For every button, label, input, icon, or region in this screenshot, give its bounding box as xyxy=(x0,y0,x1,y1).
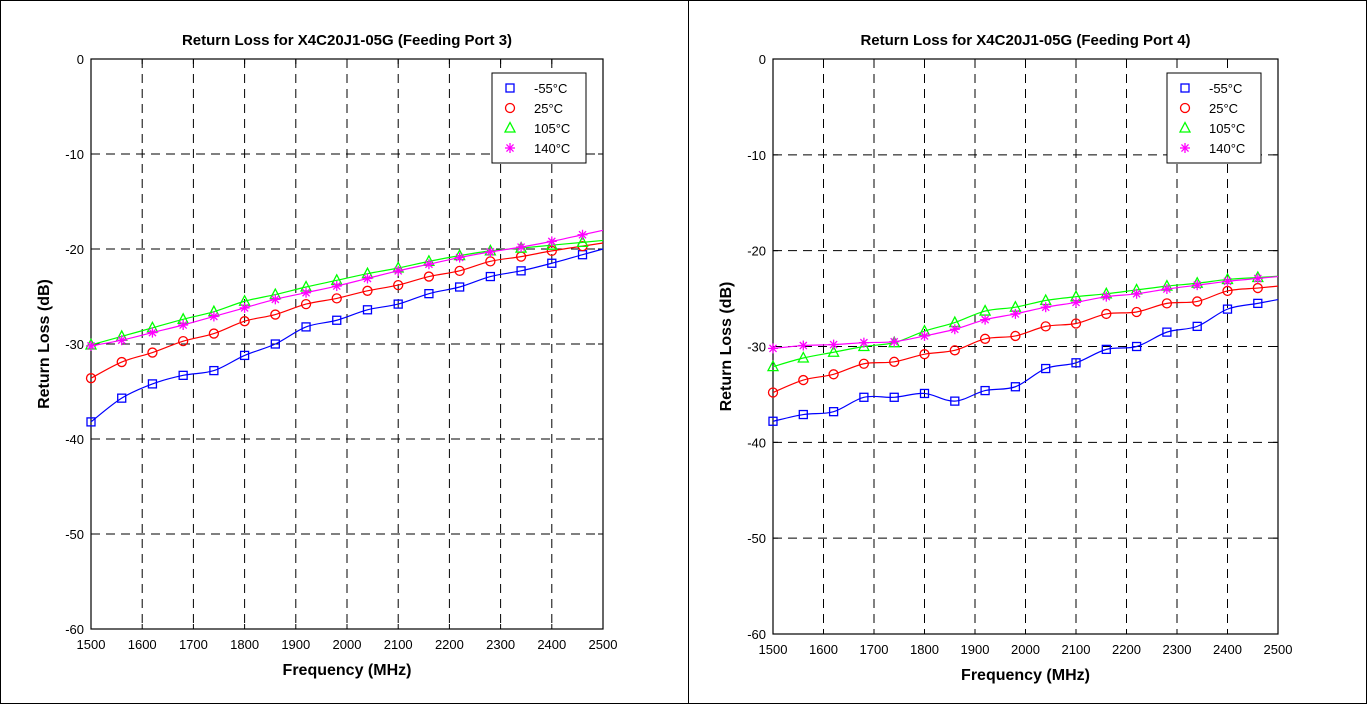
data-point xyxy=(270,294,280,304)
data-point xyxy=(950,324,960,334)
x-tick-label: 1900 xyxy=(961,642,990,657)
legend-marker xyxy=(505,143,515,153)
x-tick-label: 2100 xyxy=(384,637,413,652)
x-tick-label: 2400 xyxy=(1213,642,1242,657)
data-point xyxy=(1010,309,1020,319)
legend-label: 105°C xyxy=(1209,121,1245,136)
x-tick-label: 2100 xyxy=(1062,642,1091,657)
x-tick-label: 2000 xyxy=(1011,642,1040,657)
data-point xyxy=(1041,302,1051,312)
x-tick-label: 1700 xyxy=(179,637,208,652)
y-tick-label: -50 xyxy=(747,531,766,546)
data-point xyxy=(516,242,526,252)
x-tick-label: 1600 xyxy=(809,642,838,657)
data-point xyxy=(578,230,588,240)
legend-label: 25°C xyxy=(534,101,563,116)
data-point xyxy=(889,337,899,347)
x-tick-label: 1800 xyxy=(230,637,259,652)
legend-label: 140°C xyxy=(534,141,570,156)
data-point xyxy=(240,303,250,313)
y-tick-label: -60 xyxy=(747,627,766,642)
data-point xyxy=(393,266,403,276)
x-tick-label: 1800 xyxy=(910,642,939,657)
data-point xyxy=(362,273,372,283)
x-tick-label: 2300 xyxy=(1163,642,1192,657)
legend-marker xyxy=(1180,143,1190,153)
data-point xyxy=(147,328,157,338)
x-tick-label: 2500 xyxy=(589,637,618,652)
x-tick-label: 1500 xyxy=(759,642,788,657)
data-point xyxy=(485,247,495,257)
legend-label: 105°C xyxy=(534,121,570,136)
y-tick-label: -10 xyxy=(65,147,84,162)
y-tick-label: -50 xyxy=(65,527,84,542)
data-point xyxy=(980,315,990,325)
y-tick-label: -40 xyxy=(65,432,84,447)
data-point xyxy=(1253,273,1263,283)
data-point xyxy=(798,341,808,351)
legend: -55°C 25°C 105°C 140°C xyxy=(492,73,586,163)
y-tick-label: -40 xyxy=(747,435,766,450)
data-point xyxy=(1132,289,1142,299)
y-tick-label: -10 xyxy=(747,148,766,163)
x-axis-label: Frequency (MHz) xyxy=(283,662,412,679)
chart-title: Return Loss for X4C20J1-05G (Feeding Por… xyxy=(860,32,1190,49)
y-tick-label: 0 xyxy=(759,52,766,67)
data-point xyxy=(920,331,930,341)
chart-title: Return Loss for X4C20J1-05G (Feeding Por… xyxy=(182,32,512,49)
data-point xyxy=(178,320,188,330)
data-point xyxy=(768,343,778,353)
y-tick-label: -20 xyxy=(65,242,84,257)
x-tick-label: 1700 xyxy=(860,642,889,657)
legend-label: -55°C xyxy=(1209,81,1242,96)
y-tick-label: -20 xyxy=(747,244,766,259)
data-point xyxy=(1101,292,1111,302)
chart-port-3: 1500 1600 1700 1800 1900 2000 2100 2200 2300 2400… xyxy=(0,0,688,704)
x-tick-label: 2200 xyxy=(1112,642,1141,657)
x-tick-label: 2200 xyxy=(435,637,464,652)
data-point xyxy=(86,341,96,351)
data-point xyxy=(547,236,557,246)
data-point xyxy=(829,340,839,350)
x-tick-label: 2300 xyxy=(486,637,515,652)
data-point xyxy=(1162,284,1172,294)
data-point xyxy=(209,311,219,321)
data-point xyxy=(1071,297,1081,307)
y-tick-label: 0 xyxy=(77,52,84,67)
legend: -55°C 25°C 105°C 140°C xyxy=(1167,73,1261,163)
data-point xyxy=(117,335,127,345)
data-point xyxy=(1192,280,1202,290)
data-point xyxy=(332,281,342,291)
y-tick-label: -60 xyxy=(65,622,84,637)
legend-label: -55°C xyxy=(534,81,567,96)
y-axis-label: Return Loss (dB) xyxy=(718,282,735,412)
y-axis-label: Return Loss (dB) xyxy=(36,279,53,409)
data-point xyxy=(1223,276,1233,286)
x-tick-label: 1500 xyxy=(77,637,106,652)
chart-port-4: 1500 1600 1700 1800 1900 2000 2100 2200 2300 2400… xyxy=(689,0,1367,704)
data-point xyxy=(424,259,434,269)
data-point xyxy=(859,338,869,348)
x-tick-label: 2400 xyxy=(537,637,566,652)
y-tick-label: -30 xyxy=(747,340,766,355)
x-tick-label: 1900 xyxy=(281,637,310,652)
x-tick-label: 1600 xyxy=(128,637,157,652)
x-tick-label: 2000 xyxy=(333,637,362,652)
x-axis-label: Frequency (MHz) xyxy=(961,667,1090,684)
legend-label: 25°C xyxy=(1209,101,1238,116)
y-tick-label: -30 xyxy=(65,337,84,352)
data-point xyxy=(301,288,311,298)
legend-label: 140°C xyxy=(1209,141,1245,156)
x-tick-label: 2500 xyxy=(1264,642,1293,657)
data-point xyxy=(455,253,465,263)
